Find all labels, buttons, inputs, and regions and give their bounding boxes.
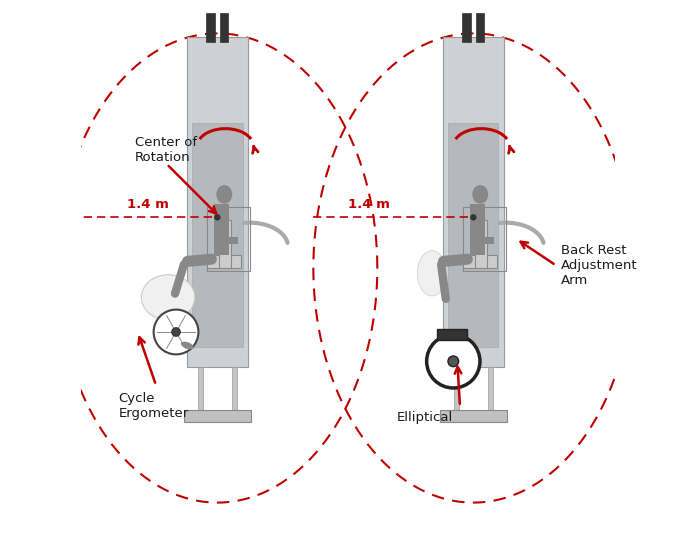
Text: 1.4 m: 1.4 m bbox=[127, 198, 168, 211]
Text: Center of
Rotation: Center of Rotation bbox=[135, 136, 197, 164]
Bar bbox=[207, 207, 250, 271]
Ellipse shape bbox=[181, 341, 193, 349]
Bar bbox=[437, 329, 466, 340]
Bar bbox=[454, 367, 459, 410]
FancyArrowPatch shape bbox=[443, 259, 467, 262]
Bar bbox=[476, 12, 484, 42]
Bar bbox=[198, 367, 203, 410]
Bar bbox=[464, 255, 497, 268]
Text: Elliptical: Elliptical bbox=[397, 411, 453, 424]
Bar bbox=[192, 123, 242, 347]
FancyArrowPatch shape bbox=[175, 264, 184, 294]
Bar bbox=[443, 36, 504, 367]
Ellipse shape bbox=[216, 185, 232, 204]
Bar bbox=[482, 236, 494, 244]
FancyArrowPatch shape bbox=[441, 264, 445, 299]
Circle shape bbox=[470, 214, 477, 220]
Bar bbox=[184, 410, 251, 422]
Bar bbox=[187, 36, 248, 367]
Bar bbox=[232, 367, 237, 410]
Bar bbox=[206, 12, 215, 42]
Text: Cycle
Ergometer: Cycle Ergometer bbox=[119, 392, 189, 420]
Text: Back Rest
Adjustment
Arm: Back Rest Adjustment Arm bbox=[561, 244, 638, 287]
Bar bbox=[463, 207, 505, 271]
Bar bbox=[440, 410, 507, 422]
Text: 1.4 m: 1.4 m bbox=[348, 198, 390, 211]
FancyArrowPatch shape bbox=[188, 259, 212, 262]
Circle shape bbox=[448, 356, 459, 367]
Circle shape bbox=[427, 334, 480, 388]
Bar bbox=[219, 220, 231, 268]
Ellipse shape bbox=[418, 251, 447, 296]
Bar bbox=[220, 12, 228, 42]
Circle shape bbox=[214, 214, 221, 220]
Circle shape bbox=[172, 327, 180, 336]
Bar bbox=[214, 204, 229, 255]
Bar bbox=[470, 204, 485, 255]
Bar bbox=[475, 220, 487, 268]
Ellipse shape bbox=[141, 274, 195, 320]
Bar bbox=[448, 123, 498, 347]
Bar bbox=[488, 367, 493, 410]
Ellipse shape bbox=[473, 185, 488, 204]
Bar bbox=[226, 236, 238, 244]
Bar bbox=[462, 12, 470, 42]
Bar bbox=[207, 255, 241, 268]
Circle shape bbox=[154, 310, 198, 354]
